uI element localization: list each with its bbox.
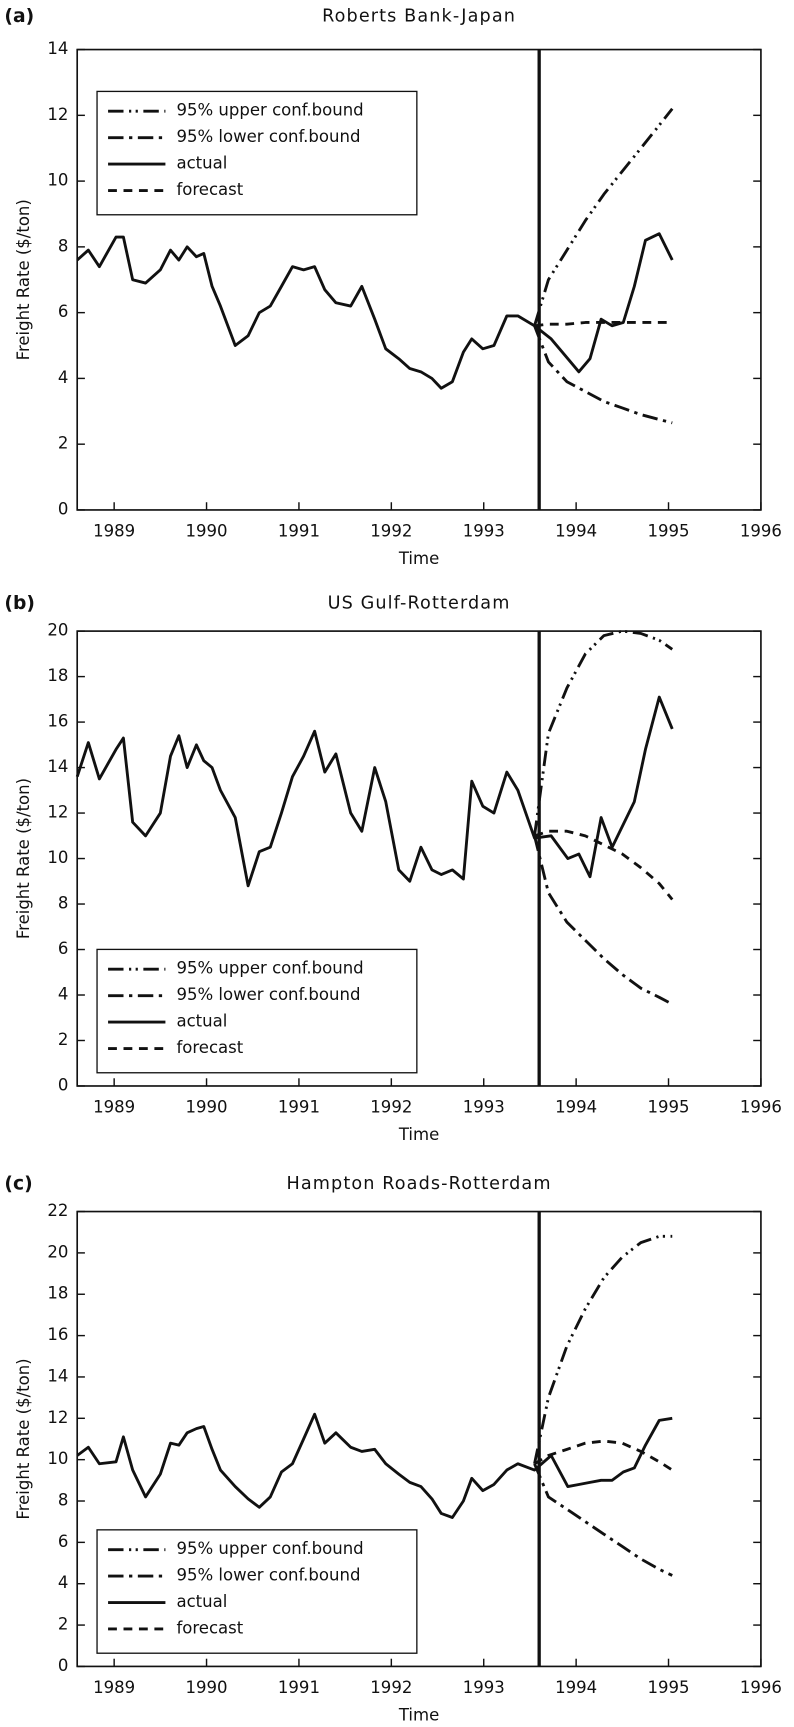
panel-label: (a) — [4, 6, 34, 27]
legend-label: 95% lower conf.bound — [176, 1566, 360, 1585]
x-tick-label: 1990 — [186, 521, 228, 540]
series-line — [76, 232, 674, 390]
x-tick-label: 1993 — [463, 521, 505, 540]
y-tick-label: 0 — [58, 1075, 69, 1094]
legend-label: 95% upper conf.bound — [176, 959, 363, 978]
chart-panel: (b) US Gulf-Rotterdam Time Freight Rate ($/… — [4, 593, 782, 1144]
y-tick-label: 16 — [47, 1325, 68, 1344]
panel-label: (b) — [4, 593, 35, 614]
series-line — [533, 1234, 673, 1465]
y-tick-label: 10 — [47, 171, 68, 190]
x-tick-label: 1991 — [278, 521, 320, 540]
x-tick-label: 1993 — [463, 1098, 505, 1117]
y-tick-label: 10 — [47, 1449, 68, 1468]
y-tick-label: 8 — [58, 894, 69, 913]
y-tick-label: 12 — [47, 105, 68, 124]
y-tick-label: 6 — [58, 1532, 69, 1551]
series-line — [533, 1439, 674, 1472]
y-tick-label: 22 — [47, 1201, 68, 1220]
y-tick-label: 6 — [58, 302, 69, 321]
series-line — [534, 321, 673, 328]
y-tick-label: 10 — [47, 848, 68, 867]
x-tick-label: 1994 — [555, 521, 597, 540]
y-tick-label: 14 — [47, 757, 68, 776]
y-tick-label: 4 — [58, 368, 69, 387]
y-tick-label: 8 — [58, 236, 69, 255]
x-tick-label: 1996 — [740, 521, 782, 540]
x-tick-label: 1992 — [370, 1098, 412, 1117]
y-tick-label: 8 — [58, 1491, 69, 1510]
y-tick-label: 20 — [47, 621, 68, 640]
chart-title: Hampton Roads-Rotterdam — [286, 1174, 551, 1194]
series-line — [75, 695, 674, 888]
y-tick-label: 20 — [47, 1242, 68, 1261]
chart-panel: (c) Hampton Roads-Rotterdam Time Freight Ra… — [4, 1174, 782, 1725]
series-line — [533, 1463, 673, 1577]
y-tick-label: 0 — [58, 1656, 69, 1675]
y-tick-label: 12 — [47, 1408, 68, 1427]
y-tick-label: 0 — [58, 499, 69, 518]
y-tick-label: 2 — [58, 1030, 69, 1049]
plot-frame — [76, 48, 762, 511]
x-tick-label: 1996 — [740, 1098, 782, 1117]
series-line — [533, 325, 673, 425]
y-tick-label: 6 — [58, 939, 69, 958]
series-line — [533, 629, 674, 837]
y-tick-label: 14 — [47, 1366, 68, 1385]
y-axis-label: Freight Rate ($/ton) — [14, 199, 33, 360]
x-tick-label: 1989 — [93, 521, 135, 540]
x-tick-label: 1992 — [370, 1678, 412, 1697]
x-tick-label: 1996 — [740, 1678, 782, 1697]
x-tick-label: 1992 — [370, 521, 412, 540]
panel-label: (c) — [4, 1174, 32, 1195]
legend-label: actual — [176, 1012, 227, 1031]
y-tick-label: 12 — [47, 803, 68, 822]
x-axis-label: Time — [398, 1705, 439, 1724]
legend-label: 95% lower conf.bound — [176, 127, 360, 146]
y-tick-label: 4 — [58, 985, 69, 1004]
legend-label: forecast — [176, 1618, 243, 1637]
x-tick-label: 1995 — [647, 521, 689, 540]
y-axis-label: Freight Rate ($/ton) — [14, 1358, 33, 1519]
y-axis-label: Freight Rate ($/ton) — [14, 778, 33, 939]
chart-panel: (a) Roberts Bank-Japan Time Freight Rate ($… — [4, 6, 782, 568]
x-tick-label: 1994 — [555, 1678, 597, 1697]
y-tick-label: 18 — [47, 666, 68, 685]
x-tick-label: 1994 — [555, 1098, 597, 1117]
x-tick-label: 1991 — [278, 1678, 320, 1697]
x-tick-label: 1995 — [647, 1098, 689, 1117]
y-tick-label: 2 — [58, 1615, 69, 1634]
x-tick-label: 1990 — [186, 1678, 228, 1697]
series-line — [533, 835, 673, 1006]
legend-label: actual — [176, 1592, 227, 1611]
chart-title: US Gulf-Rotterdam — [328, 594, 511, 614]
legend-label: actual — [176, 154, 227, 173]
x-axis-label: Time — [398, 1125, 439, 1144]
x-tick-label: 1991 — [278, 1098, 320, 1117]
plot-frame — [76, 1210, 762, 1668]
y-tick-label: 14 — [47, 39, 68, 58]
series-line — [534, 829, 674, 901]
y-tick-label: 4 — [58, 1573, 69, 1592]
series-line — [76, 1412, 673, 1519]
y-tick-label: 18 — [47, 1284, 68, 1303]
x-axis-label: Time — [398, 549, 439, 568]
legend-label: forecast — [176, 1038, 243, 1057]
y-tick-label: 16 — [47, 712, 68, 731]
legend-label: forecast — [176, 180, 243, 199]
chart-title: Roberts Bank-Japan — [322, 7, 516, 27]
y-tick-label: 2 — [58, 434, 69, 453]
x-tick-label: 1995 — [647, 1678, 689, 1697]
x-tick-label: 1990 — [186, 1098, 228, 1117]
legend-label: 95% lower conf.bound — [176, 985, 360, 1004]
legend-label: 95% upper conf.bound — [176, 1539, 363, 1558]
series-line — [533, 107, 674, 327]
legend-label: 95% upper conf.bound — [176, 101, 363, 120]
x-tick-label: 1989 — [93, 1098, 135, 1117]
x-tick-label: 1989 — [93, 1678, 135, 1697]
x-tick-label: 1993 — [463, 1678, 505, 1697]
